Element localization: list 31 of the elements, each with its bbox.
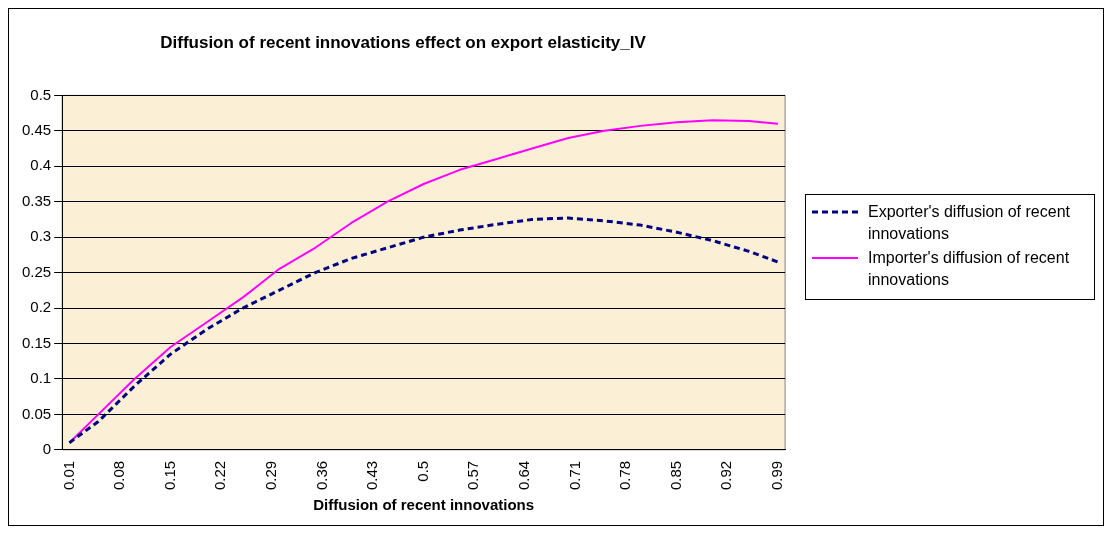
x-tick-label: 0.5 [413, 460, 431, 482]
y-tick-label: 0.15 [21, 333, 52, 351]
x-tick-label: 0.43 [363, 460, 381, 491]
x-tick-label: 0.71 [565, 460, 583, 491]
x-tick-label: 0.64 [515, 460, 532, 491]
y-tick-label: 0.4 [30, 156, 52, 174]
legend-label: Importer's diffusion of recent innovations [868, 248, 1071, 290]
x-tick-label: 0.99 [768, 460, 786, 491]
y-tick-label: 0.2 [30, 298, 52, 316]
x-tick-label: 0.01 [59, 460, 77, 491]
y-tick-label: 0.1 [30, 369, 52, 387]
line-series [67, 216, 780, 445]
y-tick-label: 0.3 [30, 227, 52, 245]
x-tick-label: 0.92 [717, 460, 735, 491]
y-tick-label: 0.05 [21, 404, 52, 422]
x-tick-label: 0.15 [160, 460, 178, 491]
y-tick-label: 0.5 [30, 85, 52, 103]
x-tick-label: 0.29 [261, 460, 279, 491]
x-tick-label: 0.22 [211, 460, 229, 491]
x-tick-label: 0.57 [464, 460, 482, 491]
x-tick-label: 0.36 [312, 460, 330, 491]
y-tick-label: 0.45 [21, 120, 52, 138]
x-tick-label: 0.08 [110, 460, 128, 491]
x-tick-label: 0.78 [616, 460, 634, 491]
chart-title: Diffusion of recent innovations effect on export elasticity_IV [160, 32, 647, 52]
x-tick-label: 0.85 [666, 460, 684, 491]
y-tick-label: 0 [42, 439, 52, 457]
y-tick-label: 0.25 [21, 262, 52, 280]
legend-label: Exporter's diffusion of recent innovations [868, 202, 1071, 244]
x-axis-title: Diffusion of recent innovations [313, 496, 535, 514]
y-tick-label: 0.35 [21, 191, 52, 209]
